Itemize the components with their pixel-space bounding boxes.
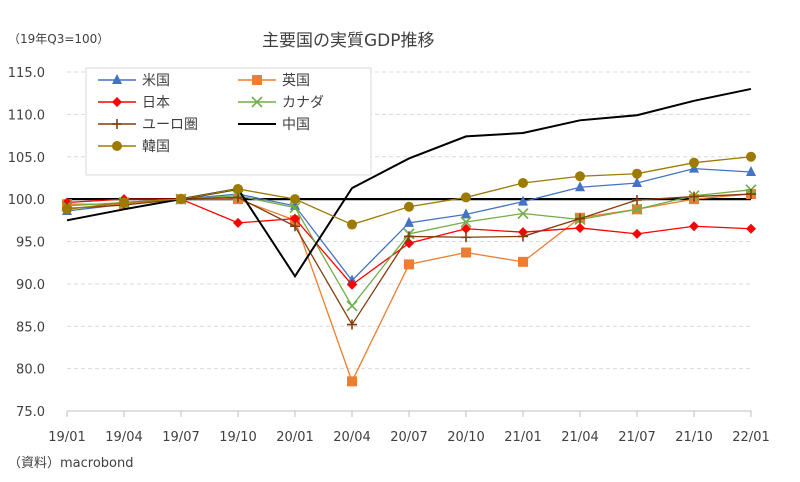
legend-swatch-marker: [112, 97, 122, 107]
y-tick-label: 110.0: [8, 108, 45, 123]
legend-label: カナダ: [282, 95, 324, 111]
x-tick-label: 20/07: [390, 430, 427, 445]
data-point: [746, 166, 756, 177]
data-point: [347, 279, 357, 290]
legend-label: 韓国: [142, 139, 170, 155]
x-tick-label: 19/10: [219, 430, 256, 445]
legend-label: 英国: [282, 72, 310, 89]
x-tick-label: 19/07: [162, 430, 199, 445]
data-point: [347, 219, 357, 230]
data-point: [632, 194, 642, 205]
data-point: [289, 202, 301, 214]
data-point: [518, 256, 528, 267]
data-point: [404, 259, 414, 270]
data-point: [746, 151, 756, 162]
data-point: [518, 231, 528, 242]
data-point: [461, 192, 471, 203]
data-point: [460, 216, 472, 228]
data-point: [518, 178, 528, 189]
unit-note: （19年Q3=100）: [8, 32, 110, 46]
y-tick-label: 90.0: [16, 278, 45, 293]
y-tick-label: 100.0: [8, 193, 45, 208]
legend-label: 日本: [142, 95, 170, 111]
legend-swatch-marker: [112, 119, 122, 129]
data-point: [290, 221, 300, 232]
data-point: [461, 247, 471, 258]
data-point: [347, 319, 357, 330]
y-tick-label: 75.0: [16, 405, 45, 420]
legend-label: ユーロ圏: [142, 117, 198, 133]
data-point: [518, 195, 528, 206]
data-point: [461, 223, 471, 234]
chart-title: 主要国の実質GDP推移: [262, 31, 435, 51]
data-point: [517, 207, 529, 220]
y-tick-label: 105.0: [8, 151, 45, 166]
x-tick-label: 19/04: [105, 430, 142, 445]
x-tick-label: 21/10: [675, 430, 712, 445]
data-point: [233, 217, 243, 228]
data-point: [404, 201, 414, 212]
data-point: [233, 192, 243, 203]
data-point: [746, 223, 756, 234]
data-point: [632, 168, 642, 179]
x-tick-label: 21/04: [561, 430, 598, 445]
data-point: [575, 171, 585, 182]
data-point: [347, 376, 357, 387]
x-tick-label: 21/01: [504, 430, 541, 445]
data-point: [746, 189, 756, 200]
data-point: [290, 213, 300, 224]
x-tick-label: 20/10: [447, 430, 484, 445]
data-point: [632, 228, 642, 239]
legend-swatch-marker: [112, 141, 122, 151]
y-tick-label: 95.0: [16, 236, 45, 251]
data-point: [290, 194, 300, 205]
data-point: [632, 177, 642, 188]
x-tick-label: 21/07: [618, 430, 655, 445]
legend-swatch-marker: [112, 74, 122, 84]
data-point: [346, 300, 358, 312]
legend-label: 米国: [142, 73, 170, 89]
y-tick-label: 80.0: [16, 363, 45, 378]
legend-box: [85, 67, 372, 176]
data-point: [689, 221, 699, 232]
y-tick-label: 115.0: [8, 66, 45, 81]
data-point: [689, 191, 699, 202]
x-tick-label: 20/04: [333, 430, 370, 445]
x-tick-label: 20/01: [276, 430, 313, 445]
legend-swatch-marker: [251, 96, 263, 108]
data-point: [461, 232, 471, 243]
data-point: [575, 222, 585, 233]
source-note: （資料）macrobond: [8, 456, 134, 471]
x-tick-label: 19/01: [48, 430, 85, 445]
data-point: [631, 203, 643, 215]
legend-swatch-marker: [252, 75, 262, 85]
data-point: [404, 216, 414, 227]
data-point: [62, 204, 72, 215]
legend-label: 中国: [282, 117, 310, 133]
series-line: [66, 193, 752, 326]
data-point: [404, 231, 414, 242]
y-tick-label: 85.0: [16, 320, 45, 335]
data-point: [176, 194, 186, 205]
data-point: [689, 157, 699, 168]
data-point: [575, 213, 585, 224]
data-point: [119, 197, 129, 208]
data-point: [461, 208, 471, 219]
data-point: [233, 183, 243, 194]
data-point: [575, 181, 585, 192]
series-6: [62, 151, 756, 230]
x-tick-label: 22/01: [732, 430, 769, 445]
